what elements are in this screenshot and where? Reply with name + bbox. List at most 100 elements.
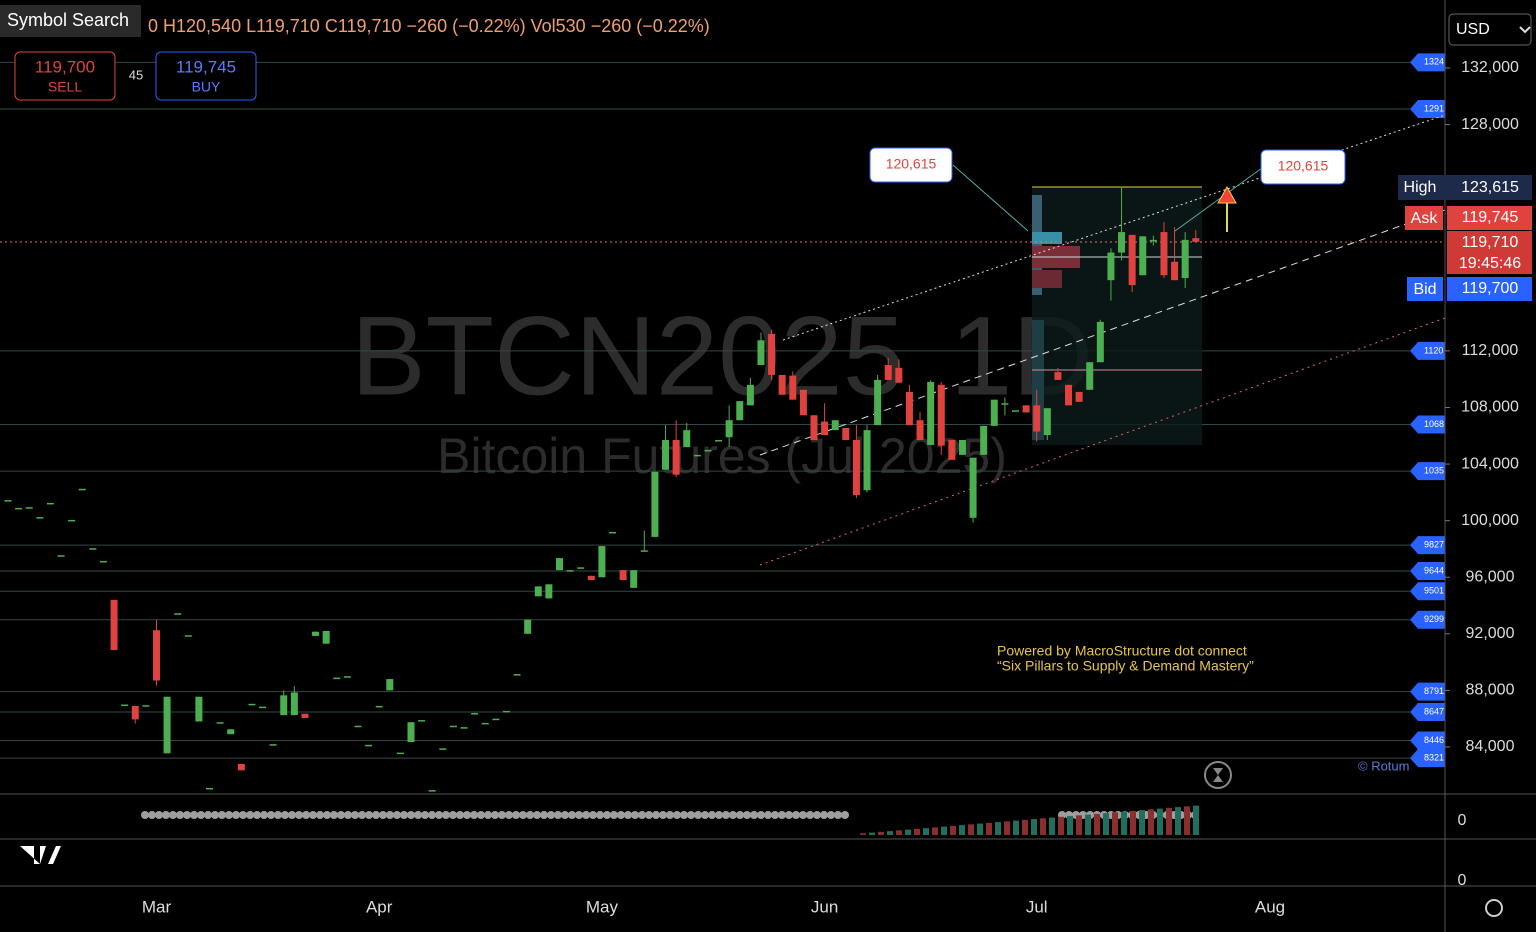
caret xyxy=(1519,26,1531,34)
candle-body xyxy=(736,401,744,421)
sell-label: SELL xyxy=(48,79,82,95)
sell-button[interactable] xyxy=(14,51,116,101)
indicator-dot xyxy=(813,811,821,819)
bid-tag xyxy=(1407,277,1443,301)
indicator-dot xyxy=(309,811,317,819)
candle-body xyxy=(1043,408,1051,436)
indicator-dot xyxy=(624,811,632,819)
level-label: 1291 xyxy=(1424,103,1444,113)
level-tag xyxy=(1410,582,1445,601)
indicator-bar xyxy=(986,822,992,835)
indicator-bar xyxy=(887,831,893,835)
candle-body xyxy=(704,449,712,452)
candle-body xyxy=(1001,403,1009,405)
candle-body xyxy=(662,440,670,470)
callout-text: 120,615 xyxy=(1278,158,1329,174)
indicator-bar xyxy=(968,824,974,835)
level-tag xyxy=(1410,53,1445,72)
candle-body xyxy=(725,420,733,438)
level-tag xyxy=(1410,100,1445,119)
candle-body xyxy=(757,340,765,366)
candle-body xyxy=(927,382,935,445)
indicator-dot xyxy=(218,811,226,819)
y-tick-label: 88,000 xyxy=(1466,682,1515,699)
indicator-dot xyxy=(155,811,163,819)
indicator-bar xyxy=(1139,810,1145,835)
high-name: High xyxy=(1404,179,1437,196)
candle-body xyxy=(1192,238,1200,242)
candle-body xyxy=(25,507,33,509)
indicator-dot xyxy=(743,811,751,819)
credit-text: “Six Pillars to Supply & Demand Mastery” xyxy=(997,658,1254,674)
indicator-dot xyxy=(379,811,387,819)
x-tick-label: May xyxy=(586,897,619,916)
indicator-dot xyxy=(715,811,723,819)
candle-body xyxy=(396,752,404,755)
candle-body xyxy=(110,599,118,651)
candle-body xyxy=(948,440,956,460)
indicator-bar xyxy=(1067,816,1073,835)
candle-body xyxy=(630,570,638,588)
level-tag xyxy=(1410,703,1445,722)
level-tag xyxy=(1410,462,1445,481)
buy-price: 119,745 xyxy=(176,57,236,76)
level-tag xyxy=(1410,415,1445,434)
level-label: 1068 xyxy=(1424,419,1444,429)
y-tick-label: 104,000 xyxy=(1461,455,1519,472)
candle-body xyxy=(375,705,383,708)
candle-body xyxy=(884,365,892,380)
last-price: 119,710 xyxy=(1462,234,1519,251)
settings-icon[interactable] xyxy=(1485,899,1503,917)
candle-body xyxy=(322,630,330,644)
bid-price: 119,700 xyxy=(1462,280,1519,297)
indicator-bar xyxy=(1049,817,1055,835)
candle-body xyxy=(152,630,160,681)
candle-body xyxy=(831,420,839,431)
indicator-dot xyxy=(631,811,639,819)
candle-body xyxy=(174,613,182,615)
bid-name: Bid xyxy=(1413,281,1436,298)
candle-body xyxy=(89,548,97,550)
indicator-bar xyxy=(1148,809,1154,835)
indicator-bar xyxy=(905,829,911,835)
indicator-dot xyxy=(792,811,800,819)
x-tick-label: Jun xyxy=(811,897,838,916)
candle-body xyxy=(131,705,139,720)
indicator-dot xyxy=(344,811,352,819)
indicator-dot xyxy=(190,811,198,819)
indicator-dot xyxy=(253,811,261,819)
indicator-dot xyxy=(225,811,233,819)
indicator-dot xyxy=(470,811,478,819)
level-label: 9501 xyxy=(1424,586,1444,596)
currency-select[interactable] xyxy=(1448,13,1532,46)
candle-body xyxy=(184,635,192,637)
callout-box xyxy=(1260,149,1346,185)
candle-body xyxy=(1086,362,1094,390)
indicator-dot xyxy=(393,811,401,819)
ask-price: 119,745 xyxy=(1462,209,1519,226)
candle-body xyxy=(439,748,447,750)
y-tick-label: 92,000 xyxy=(1466,625,1515,642)
indicator-bar xyxy=(1013,820,1019,835)
indicator-dot xyxy=(764,811,772,819)
candle-body xyxy=(768,333,776,375)
indicator-bar xyxy=(1130,810,1136,835)
indicator-bar xyxy=(1175,807,1181,835)
indicator-dot xyxy=(442,811,450,819)
indicator-dot xyxy=(183,811,191,819)
indicator-dot xyxy=(358,811,366,819)
replay-icon[interactable] xyxy=(1204,761,1232,789)
indicator-bar xyxy=(995,822,1001,835)
indicator-dot xyxy=(372,811,380,819)
candle-body xyxy=(36,517,44,519)
symbol-search[interactable] xyxy=(0,5,141,37)
x-tick-label: Jul xyxy=(1026,897,1048,916)
candle-body xyxy=(449,725,457,728)
candle-body xyxy=(778,374,786,395)
target-arrow xyxy=(1217,185,1237,204)
ask-name: Ask xyxy=(1411,210,1439,227)
buy-button[interactable] xyxy=(155,51,257,101)
candle-body xyxy=(513,674,521,676)
indicator-bar xyxy=(932,827,938,835)
candle-body xyxy=(863,430,871,491)
